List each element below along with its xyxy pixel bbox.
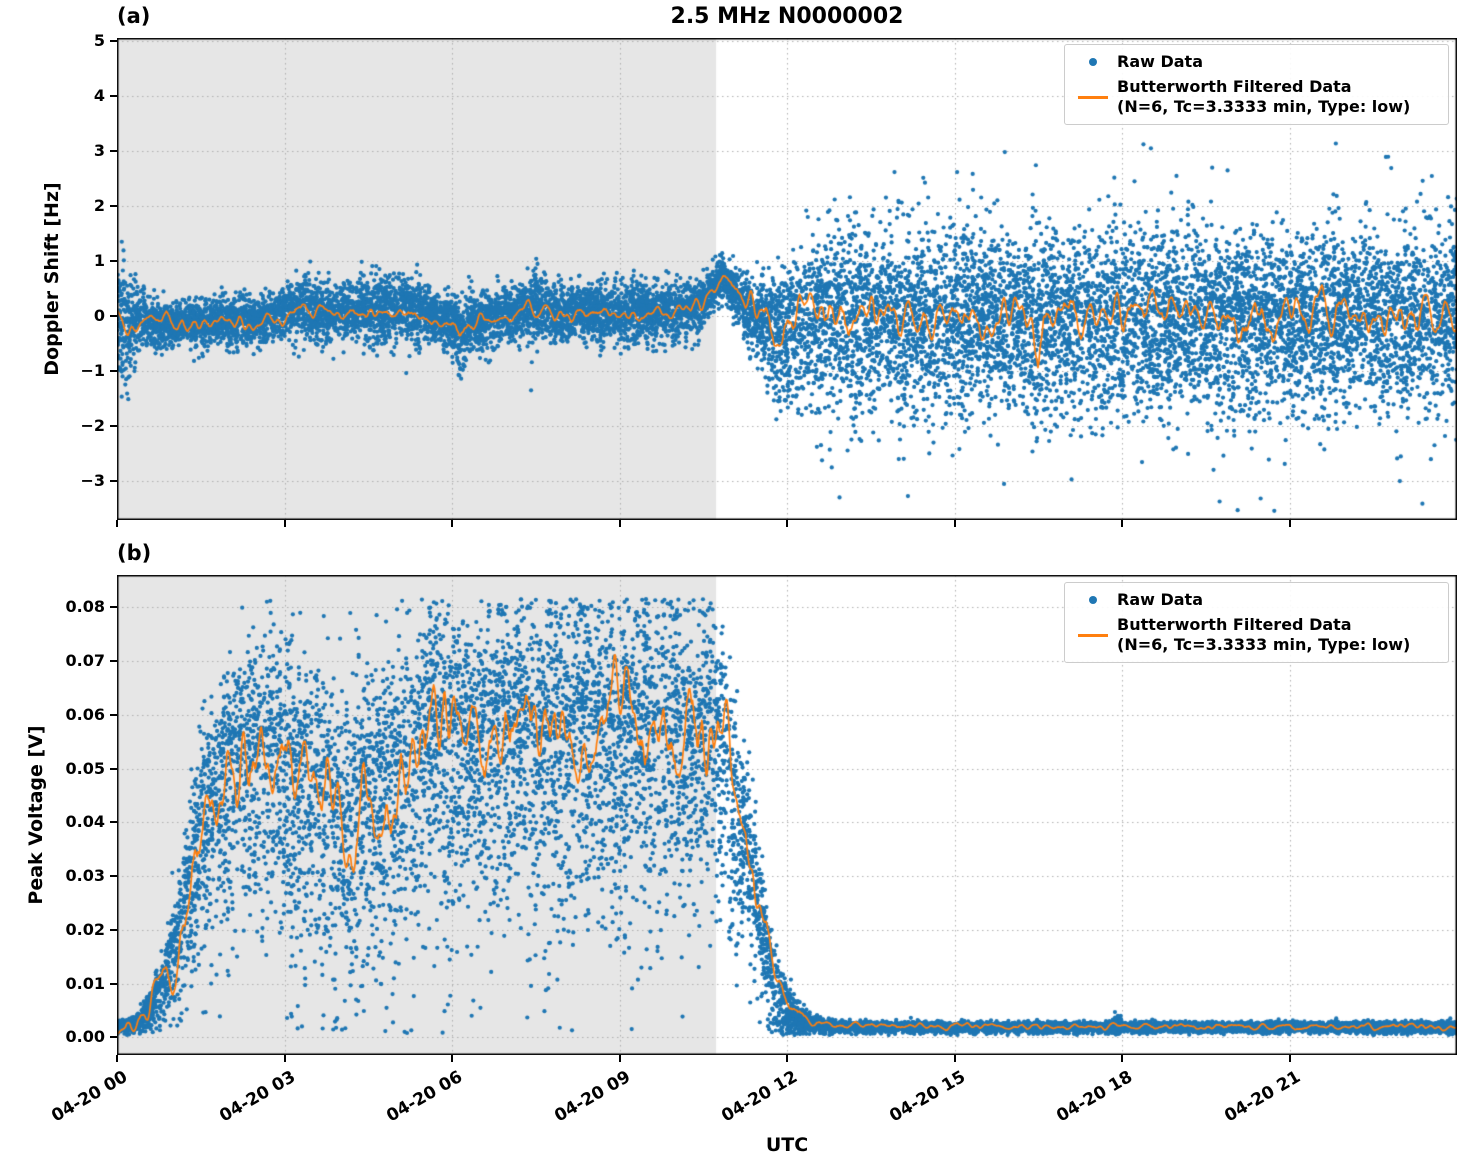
legend-b: Raw Data Butterworth Filtered Data (N=6,… <box>1064 582 1449 663</box>
x-tick-label: 04-20 12 <box>718 1067 801 1127</box>
x-tick-mark <box>618 1055 621 1062</box>
y-tick-mark <box>110 425 117 428</box>
x-tick-label: 04-20 03 <box>215 1067 299 1127</box>
y-tick-label: 0.07 <box>65 651 105 670</box>
y-tick-mark <box>110 982 117 985</box>
y-tick-mark <box>110 315 117 318</box>
x-tick-mark <box>1288 1055 1291 1062</box>
x-tick-label: 04-20 06 <box>383 1067 466 1127</box>
y-tick-label: 0 <box>93 306 105 326</box>
x-tick-mark <box>953 520 956 527</box>
x-tick-mark <box>786 520 788 527</box>
y-tick-mark <box>110 1036 117 1039</box>
legend-raw-label: Raw Data <box>1117 52 1203 71</box>
x-tick-mark <box>1121 1055 1123 1062</box>
raw-data-dot-icon <box>1089 58 1097 66</box>
y-tick-mark <box>110 821 117 824</box>
y-tick-label: −3 <box>80 471 105 491</box>
y-tick-label: 0.00 <box>65 1027 105 1047</box>
y-tick-mark <box>110 39 117 42</box>
y-tick-mark <box>110 260 117 263</box>
y-tick-mark <box>110 606 117 609</box>
legend-entry-filtered: Butterworth Filtered Data (N=6, Tc=3.333… <box>1073 615 1436 655</box>
filtered-line-icon <box>1078 95 1108 99</box>
legend-entry-raw: Raw Data <box>1073 590 1436 610</box>
filtered-line-icon <box>1078 633 1108 637</box>
y-tick-label: 2 <box>93 196 105 215</box>
x-tick-mark <box>1288 520 1291 527</box>
y-tick-mark <box>110 94 117 97</box>
panel-label-b: (b) <box>117 541 152 565</box>
y-tick-mark <box>110 480 117 483</box>
x-tick-mark <box>116 1055 118 1062</box>
figure-title: 2.5 MHz N0000002 <box>670 4 904 29</box>
legend-filtered-params: (N=6, Tc=3.3333 min, Type: low) <box>1117 635 1411 654</box>
y-tick-mark <box>110 767 117 770</box>
y-tick-mark <box>110 928 117 931</box>
legend-entry-raw: Raw Data <box>1073 52 1436 72</box>
x-tick-mark <box>618 520 621 527</box>
y-tick-mark <box>110 370 117 373</box>
legend-filtered-label: Butterworth Filtered Data <box>1117 77 1352 96</box>
y-tick-label: 1 <box>93 251 105 271</box>
y-tick-mark <box>110 149 117 152</box>
x-tick-label: 04-20 21 <box>1220 1067 1304 1127</box>
y-tick-label: −1 <box>80 361 105 381</box>
y-tick-label: 0.06 <box>65 704 105 724</box>
x-tick-mark <box>953 1055 956 1062</box>
x-axis-label: UTC <box>765 1134 809 1156</box>
x-tick-mark <box>283 520 286 527</box>
y-tick-mark <box>110 205 117 207</box>
panel-label-a: (a) <box>117 4 151 28</box>
x-tick-mark <box>116 520 118 527</box>
y-tick-label: 4 <box>93 85 105 105</box>
x-tick-label: 04-20 09 <box>550 1067 634 1127</box>
legend-entry-filtered: Butterworth Filtered Data (N=6, Tc=3.333… <box>1073 77 1436 117</box>
y-tick-label: −2 <box>80 416 105 436</box>
y-tick-label: 5 <box>93 30 105 50</box>
x-tick-label: 04-20 00 <box>48 1067 131 1127</box>
y-tick-label: 0.05 <box>65 758 105 778</box>
legend-a: Raw Data Butterworth Filtered Data (N=6,… <box>1064 44 1449 125</box>
x-tick-label: 04-20 18 <box>1053 1067 1136 1127</box>
x-tick-mark <box>451 520 453 527</box>
y-tick-label: 0.03 <box>65 866 105 885</box>
x-tick-mark <box>786 1055 788 1062</box>
y-tick-mark <box>110 875 117 877</box>
legend-filtered-label: Butterworth Filtered Data <box>1117 615 1352 634</box>
legend-filtered-params: (N=6, Tc=3.3333 min, Type: low) <box>1117 97 1411 116</box>
y-tick-label: 0.01 <box>65 973 105 993</box>
y-tick-label: 0.02 <box>65 919 105 939</box>
y-tick-label: 0.04 <box>65 812 105 832</box>
legend-raw-label: Raw Data <box>1117 590 1203 609</box>
y-tick-label: 0.08 <box>65 597 105 617</box>
y-tick-label: 3 <box>93 140 105 160</box>
x-tick-mark <box>451 1055 453 1062</box>
y-tick-mark <box>110 660 117 662</box>
x-tick-label: 04-20 15 <box>885 1067 969 1127</box>
x-tick-mark <box>1121 520 1123 527</box>
raw-data-dot-icon <box>1089 596 1097 604</box>
y-tick-mark <box>110 713 117 716</box>
x-tick-mark <box>283 1055 286 1062</box>
